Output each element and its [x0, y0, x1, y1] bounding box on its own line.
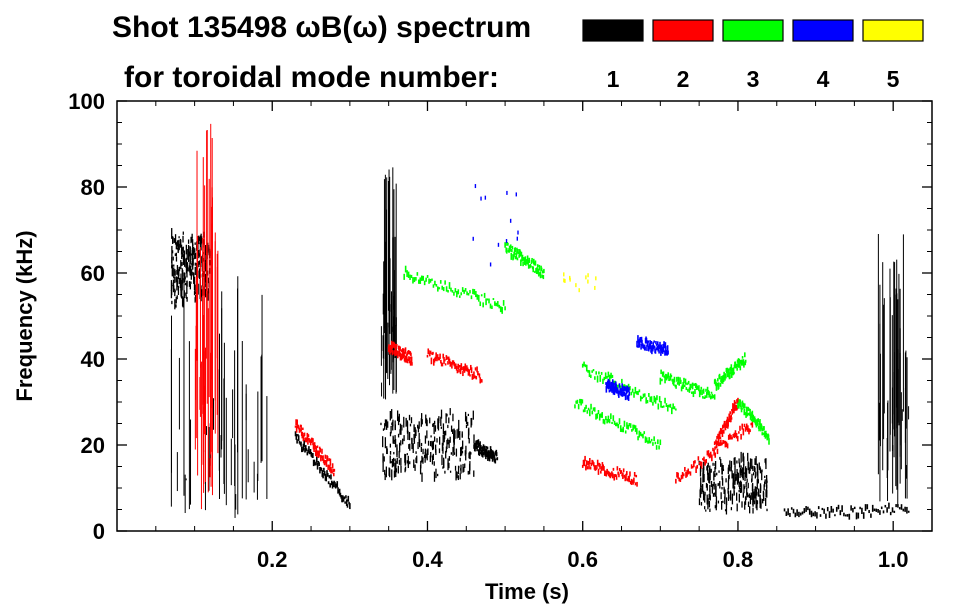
mode-feature-chirp	[574, 398, 662, 450]
legend: 1 2 3 4 5	[582, 19, 924, 92]
mode-feature-streaks	[877, 233, 910, 507]
series-n=5	[563, 272, 597, 293]
mode-feature-chirp	[783, 502, 910, 520]
series-n=4	[472, 184, 669, 401]
mode-feature-blob	[380, 408, 475, 482]
legend-swatch-5	[862, 19, 924, 42]
mode-feature-chirp	[426, 348, 483, 384]
series-n=1	[170, 167, 910, 520]
mode-feature-chirp	[605, 378, 631, 401]
mode-feature-chirp	[581, 455, 638, 487]
y-tick-label: 60	[81, 261, 105, 286]
mode-feature-chirp	[713, 352, 747, 391]
axis-ticks: 0.2 0.4 0.6 0.8 1.0 0 20 40 60 80 100	[68, 89, 932, 572]
x-axis-label: Time (s)	[485, 579, 569, 604]
mode-feature-chirp	[294, 431, 351, 510]
x-tick-label: 0.8	[723, 547, 754, 572]
mode-feature-chirp	[387, 340, 413, 366]
legend-label-5: 5	[887, 66, 900, 92]
mode-feature-streaks	[170, 276, 268, 518]
mode-feature-chirp	[504, 241, 545, 280]
mode-feature-chirp	[713, 397, 739, 450]
x-tick-label: 0.4	[412, 547, 443, 572]
legend-label-1: 1	[607, 66, 620, 92]
mode-feature-chirp	[675, 416, 755, 484]
y-tick-label: 100	[68, 89, 105, 114]
y-tick-label: 0	[93, 519, 105, 544]
plot-frame	[116, 100, 933, 532]
legend-swatch-2	[652, 19, 714, 42]
mode-feature-streaks	[194, 123, 219, 510]
mode-feature-chirp	[294, 419, 336, 477]
legend-label-2: 2	[677, 66, 690, 92]
chart-title-line2: for toroidal mode number:	[124, 61, 499, 94]
chart-title-line1: Shot 135498 ωB(ω) spectrum	[112, 11, 531, 44]
mode-feature-dots	[472, 184, 519, 267]
y-tick-label: 80	[81, 175, 105, 200]
y-axis-label: Frequency (kHz)	[12, 230, 37, 401]
mode-feature-chirp	[636, 335, 669, 356]
legend-swatch-1	[582, 19, 644, 42]
legend-swatch-4	[792, 19, 854, 42]
series-n=2	[194, 123, 755, 510]
x-tick-label: 0.6	[567, 547, 598, 572]
mode-feature-streaks	[380, 167, 397, 400]
mode-feature-dots	[563, 272, 597, 293]
y-tick-label: 20	[81, 433, 105, 458]
legend-swatch-3	[722, 19, 784, 42]
legend-label-3: 3	[747, 66, 760, 92]
y-tick-label: 40	[81, 347, 105, 372]
mode-feature-chirp	[659, 369, 716, 400]
series-n=3	[403, 241, 770, 450]
spectrum-marks	[170, 123, 910, 520]
x-tick-label: 1.0	[878, 547, 909, 572]
legend-label-4: 4	[817, 66, 830, 92]
mode-feature-chirp	[403, 265, 506, 314]
x-tick-label: 0.2	[257, 547, 288, 572]
mode-feature-chirp	[737, 399, 770, 445]
mode-feature-chirp	[473, 439, 499, 464]
mode-feature-blob	[170, 228, 211, 310]
mode-feature-blob	[698, 451, 768, 515]
